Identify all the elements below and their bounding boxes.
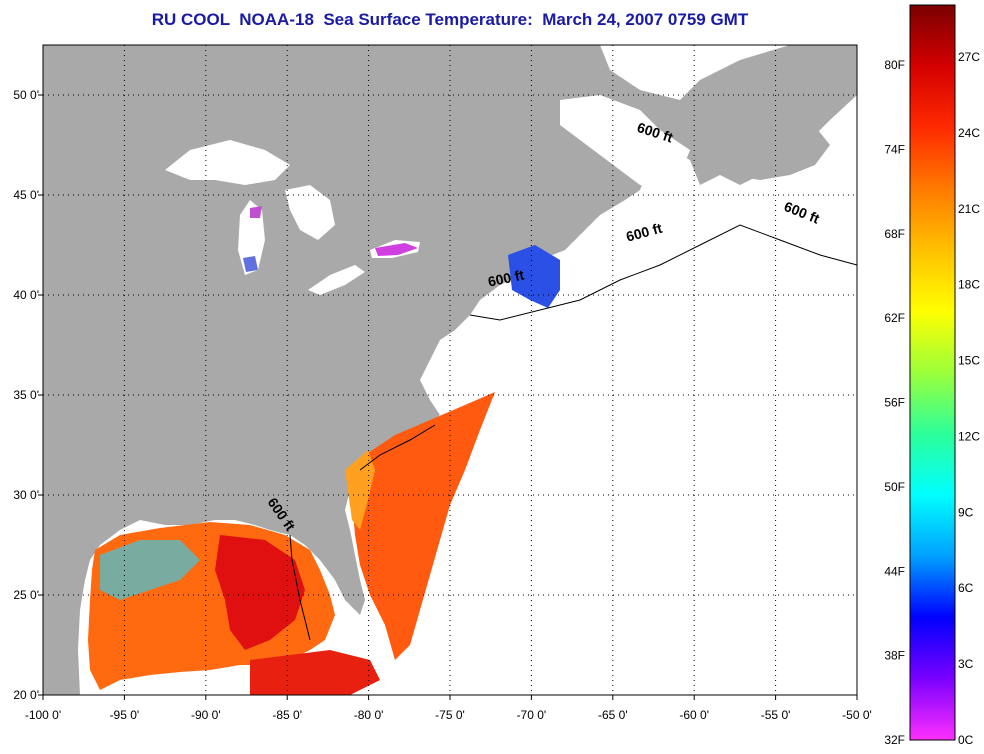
map-frame [42,44,858,696]
lake-michigan [238,200,265,275]
colorbar: 80F 74F 68F 62F 56F 50F 44F 38F 32F 27C 24C 21C 18C… [884,4,980,747]
map-plot-area [43,45,857,695]
lon-tick-label: -85 0' [272,708,302,722]
lon-tick-label: -90 0' [191,708,221,722]
colorbar-celsius-label: 18C [958,278,980,292]
lake-superior [165,140,290,185]
sst-caribbean [250,650,380,695]
lat-tick-label: 35 0' [13,388,39,402]
colorbar-celsius-label: 21C [958,202,980,216]
colorbar-celsius-label: 12C [958,429,980,443]
lon-tick-label: -70 0' [517,708,547,722]
colorbar-celsius-label: 9C [958,505,974,519]
colorbar-fahrenheit-label: 74F [884,142,905,156]
colorbar-celsius-label: 27C [958,50,980,64]
colorbar-fahrenheit-label: 68F [884,227,905,241]
colorbar-celsius-label: 0C [958,733,974,747]
lake-erie [308,265,365,295]
lat-tick-label: 50 0' [13,88,39,102]
lon-tick-label: -80 0' [354,708,384,722]
map-title: RU COOL NOAA-18 Sea Surface Temperature:… [151,10,749,29]
colorbar-celsius-label: 24C [958,126,980,140]
lake-huron [285,185,335,240]
lat-tick-label: 20 0' [13,688,39,702]
lat-tick-label: 40 0' [13,288,39,302]
colorbar-celsius-label: 15C [958,354,980,368]
colorbar-fahrenheit-label: 44F [884,564,905,578]
contour-600ft [289,224,858,641]
lon-tick-label: -100 0' [25,708,61,722]
colorbar-fahrenheit-label: 50F [884,480,905,494]
colorbar-celsius-label: 6C [958,581,974,595]
lon-tick-label: -50 0' [842,708,872,722]
lon-tick-label: -55 0' [761,708,791,722]
contour-label-600ft: 600 ft [486,266,525,289]
sst-lake-ontario [375,243,418,256]
colorbar-fahrenheit-label: 38F [884,649,905,663]
sst-loop-current [215,535,305,650]
sst-gulf-of-maine [508,245,560,308]
colorbar-fahrenheit-label: 56F [884,396,905,410]
latitude-tick-labels: 50 0' 45 0' 40 0' 35 0' 30 0' 25 0' 20 0' [13,88,39,702]
lon-tick-label: -95 0' [110,708,140,722]
colorbar-fahrenheit-label: 62F [884,311,905,325]
gulf-of-st-lawrence [560,95,690,190]
lon-tick-label: -65 0' [598,708,628,722]
lat-tick-label: 25 0' [13,588,39,602]
longitude-tick-labels: -100 0' -95 0' -90 0' -85 0' -80 0' -75 0' -70… [25,708,872,722]
sst-gulf-west-cool [100,540,200,600]
colorbar-fahrenheit-label: 80F [884,58,905,72]
colorbar-fahrenheit-label: 32F [884,733,905,747]
sst-lake-michigan [243,256,258,272]
lon-tick-label: -75 0' [435,708,465,722]
great-lakes [165,140,420,295]
colorbar-strip [909,4,956,741]
sst-shelf-warm [345,450,375,530]
sst-lake-superior-spot [250,206,262,218]
lon-tick-label: -60 0' [679,708,709,722]
lat-tick-label: 30 0' [13,488,39,502]
colorbar-celsius-label: 3C [958,657,974,671]
sst-gulf-stream [352,392,495,660]
land-newfoundland [700,85,830,180]
lat-tick-label: 45 0' [13,188,39,202]
colorbar-fahrenheit-labels: 80F 74F 68F 62F 56F 50F 44F 38F 32F [884,58,905,747]
colorbar-celsius-labels: 27C 24C 21C 18C 15C 12C 9C 6C 3C 0C [958,50,980,747]
